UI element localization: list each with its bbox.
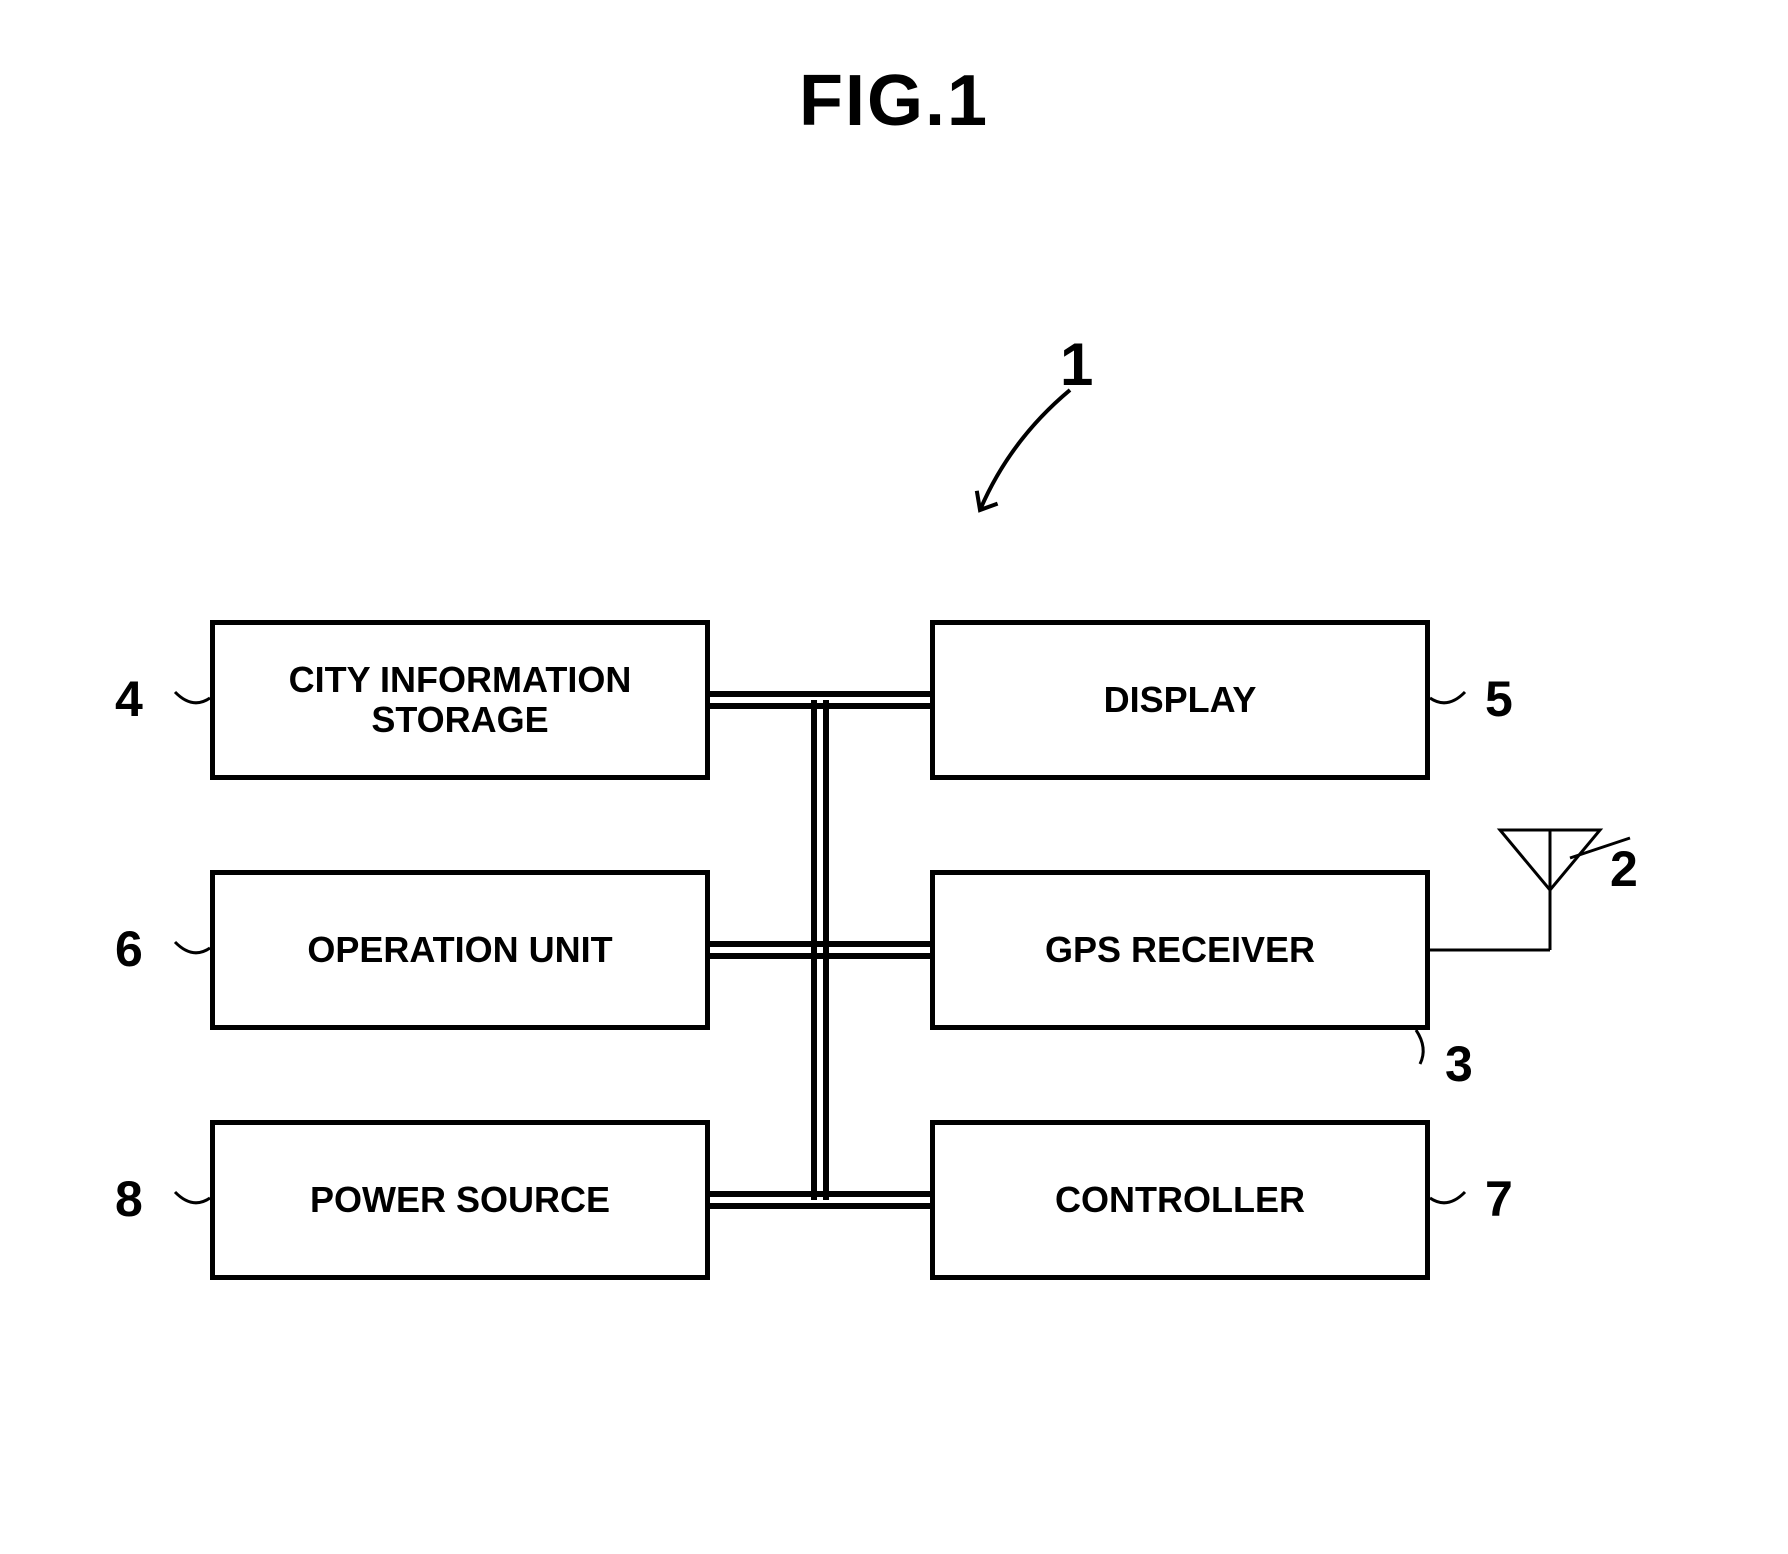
- ref-controller: 7: [1485, 1170, 1513, 1228]
- ref-city-info: 4: [115, 670, 143, 728]
- block-operation-unit: OPERATION UNIT: [210, 870, 710, 1030]
- ref-display: 5: [1485, 670, 1513, 728]
- block-display: DISPLAY: [930, 620, 1430, 780]
- system-ref-number: 1: [1060, 330, 1093, 399]
- block-gps-receiver: GPS RECEIVER: [930, 870, 1430, 1030]
- block-power-source: POWER SOURCE: [210, 1120, 710, 1280]
- ref-operation: 6: [115, 920, 143, 978]
- ref-power: 8: [115, 1170, 143, 1228]
- block-city-info-storage: CITY INFORMATION STORAGE: [210, 620, 710, 780]
- diagram-canvas: FIG.1 1 CITY INFORMATION STORAGE DISPLAY…: [0, 0, 1788, 1554]
- ref-antenna: 2: [1610, 840, 1638, 898]
- figure-title: FIG.1: [799, 60, 989, 142]
- block-controller: CONTROLLER: [930, 1120, 1430, 1280]
- ref-gps: 3: [1445, 1035, 1473, 1093]
